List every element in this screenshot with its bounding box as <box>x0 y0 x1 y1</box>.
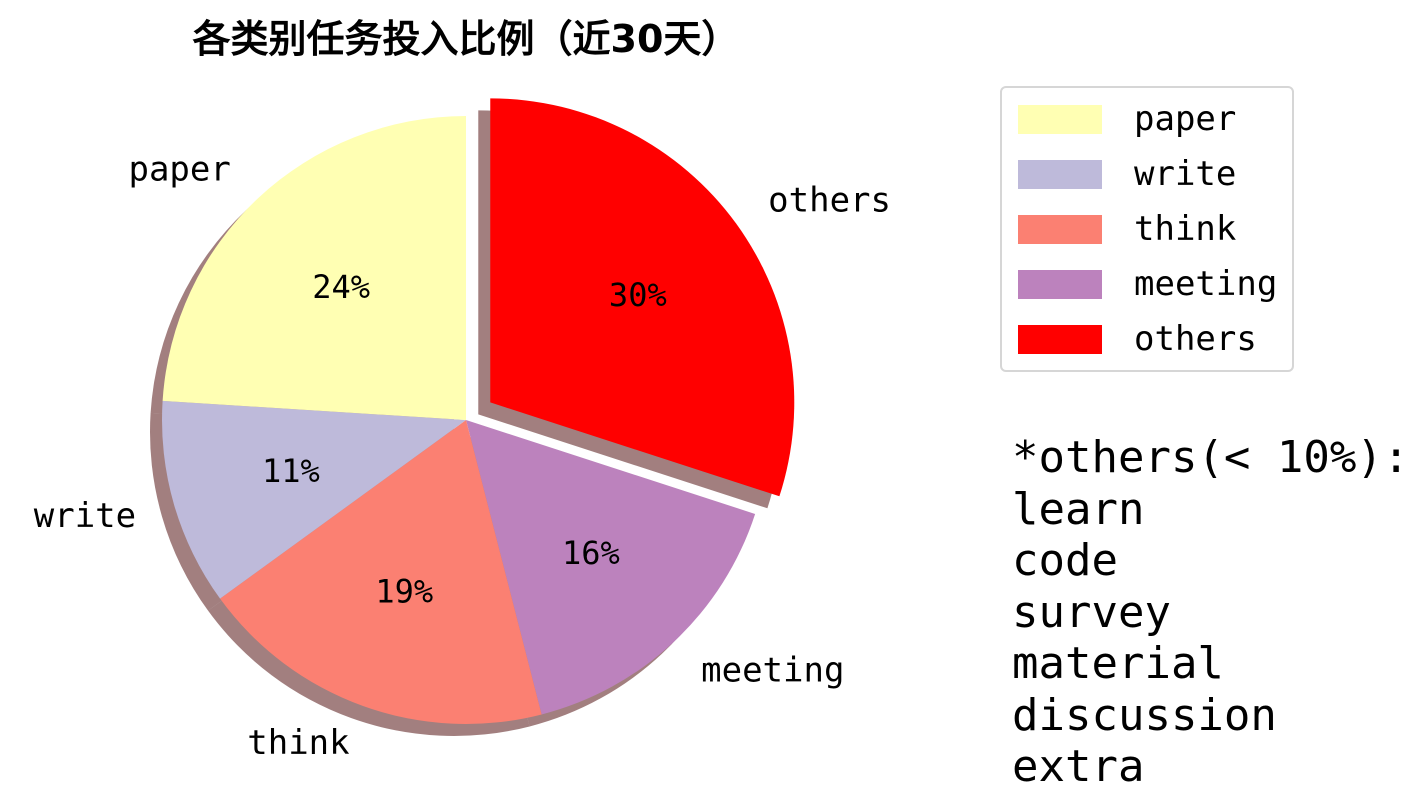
pie-slice-others <box>490 98 795 497</box>
legend-entry-others: others <box>1018 319 1257 359</box>
note-line: material <box>1012 638 1224 689</box>
legend-entry-write: write <box>1018 154 1237 194</box>
legend-label-think: think <box>1134 209 1237 249</box>
pct-label-write: 11% <box>262 452 320 490</box>
note-line: discussion <box>1012 689 1277 741</box>
slice-label-meeting: meeting <box>701 650 844 690</box>
chart-title: 各类别任务投入比例（近30天） <box>193 17 740 61</box>
legend-swatch-paper <box>1018 104 1102 134</box>
note-line: learn <box>1012 483 1145 535</box>
slice-label-think: think <box>247 723 349 763</box>
legend-label-write: write <box>1134 154 1237 194</box>
pie-slice-write <box>161 400 466 599</box>
legend-swatch-think <box>1018 214 1102 244</box>
pie-slice-think <box>220 420 542 724</box>
pct-label-meeting: 16% <box>562 534 620 572</box>
legend-swatch-meeting <box>1018 269 1102 299</box>
legend-entry-think: think <box>1018 209 1237 249</box>
legend-swatch-write <box>1018 159 1102 189</box>
pie-slice-meeting <box>466 420 756 715</box>
slice-label-write: write <box>34 496 136 536</box>
slice-label-paper: paper <box>128 150 230 190</box>
pct-label-think: 19% <box>375 573 433 611</box>
note-line: extra <box>1012 741 1145 792</box>
pct-label-paper: 24% <box>312 268 370 306</box>
legend-swatch-others <box>1018 324 1102 354</box>
pct-label-others: 30% <box>609 276 667 314</box>
legend-label-meeting: meeting <box>1134 264 1278 304</box>
pie-slice-paper <box>162 116 467 420</box>
legend-label-others: others <box>1134 319 1257 359</box>
pie-slice-group <box>161 98 795 724</box>
pie-label-group: others 30% meeting 16% think 19% write 11% paper… <box>34 150 891 764</box>
slice-label-others: others <box>768 180 891 220</box>
legend: paper write think meeting others <box>1000 86 1294 372</box>
legend-entry-meeting: meeting <box>1018 264 1278 304</box>
note-heading: *others(< 10%): <box>1012 432 1410 483</box>
legend-entry-paper: paper <box>1018 99 1237 139</box>
others-note: *others(< 10%): learn code survey material di… <box>1012 432 1409 793</box>
legend-label-paper: paper <box>1134 99 1237 139</box>
note-line: survey <box>1012 586 1171 638</box>
note-line: code <box>1012 535 1118 586</box>
